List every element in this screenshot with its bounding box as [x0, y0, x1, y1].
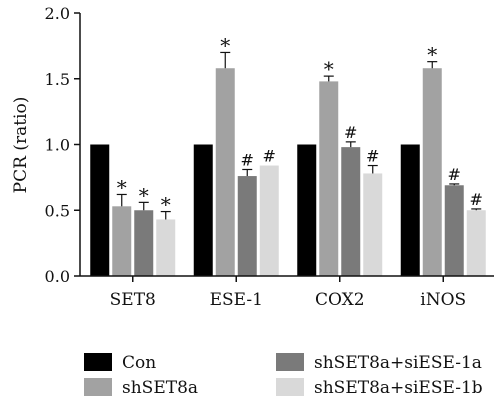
significance-mark: *	[427, 43, 437, 67]
significance-mark: *	[117, 175, 127, 199]
legend: Con shSET8a shSET8a+siESE-1a shSET8a+siESE-…	[84, 353, 483, 398]
bar-cox2-0	[297, 144, 317, 276]
bar-set8-0	[90, 144, 110, 276]
bar-cox2-2	[341, 147, 361, 276]
bar-ese-1-0	[193, 144, 213, 276]
significance-mark: *	[161, 193, 171, 217]
bar-cox2-3	[363, 173, 383, 276]
y-tick-label: 0.5	[45, 201, 70, 220]
bar-cox2-1	[319, 81, 339, 276]
x-tick-label: iNOS	[420, 290, 466, 310]
legend-swatch	[276, 353, 304, 371]
bar-set8-1	[112, 206, 132, 276]
significance-mark: #	[344, 123, 357, 142]
y-tick-label: 0.0	[45, 267, 70, 286]
significance-mark: #	[366, 147, 379, 166]
significance-mark: #	[263, 147, 276, 166]
significance-mark: *	[139, 183, 149, 207]
y-tick-label: 2.0	[45, 4, 70, 23]
bars-group: * * * * # # * # # * # #	[90, 33, 486, 276]
legend-swatch	[84, 353, 112, 371]
y-axis-label: PCR (ratio)	[11, 97, 31, 194]
bar-ese-1-2	[237, 176, 257, 276]
x-tick-label: COX2	[315, 290, 365, 310]
legend-swatch	[276, 378, 304, 396]
legend-label: shSET8a+siESE-1a	[314, 353, 482, 373]
bar-inos-1	[422, 68, 442, 276]
legend-swatch	[84, 378, 112, 396]
x-tick-label: SET8	[110, 290, 156, 310]
bar-inos-3	[466, 210, 486, 276]
significance-mark: *	[324, 57, 334, 81]
bar-inos-0	[400, 144, 420, 276]
x-axis-ticks: SET8 ESE-1 COX2 iNOS	[110, 276, 466, 310]
significance-mark: #	[241, 150, 254, 169]
bar-ese-1-3	[259, 165, 279, 276]
bar-set8-2	[134, 210, 154, 276]
bar-ese-1-1	[215, 68, 235, 276]
legend-label: Con	[122, 353, 156, 373]
legend-label: shSET8a+siESE-1b	[314, 378, 483, 398]
x-tick-label: ESE-1	[210, 290, 263, 310]
significance-mark: #	[448, 165, 461, 184]
y-axis-ticks: 0.0 0.5 1.0 1.5 2.0	[45, 4, 80, 286]
significance-mark: *	[220, 33, 230, 57]
legend-label: shSET8a	[122, 378, 198, 398]
y-tick-label: 1.0	[45, 136, 70, 155]
y-tick-label: 1.5	[45, 70, 70, 89]
significance-mark: #	[470, 190, 483, 209]
bar-set8-3	[156, 219, 176, 276]
bar-inos-2	[444, 185, 464, 276]
